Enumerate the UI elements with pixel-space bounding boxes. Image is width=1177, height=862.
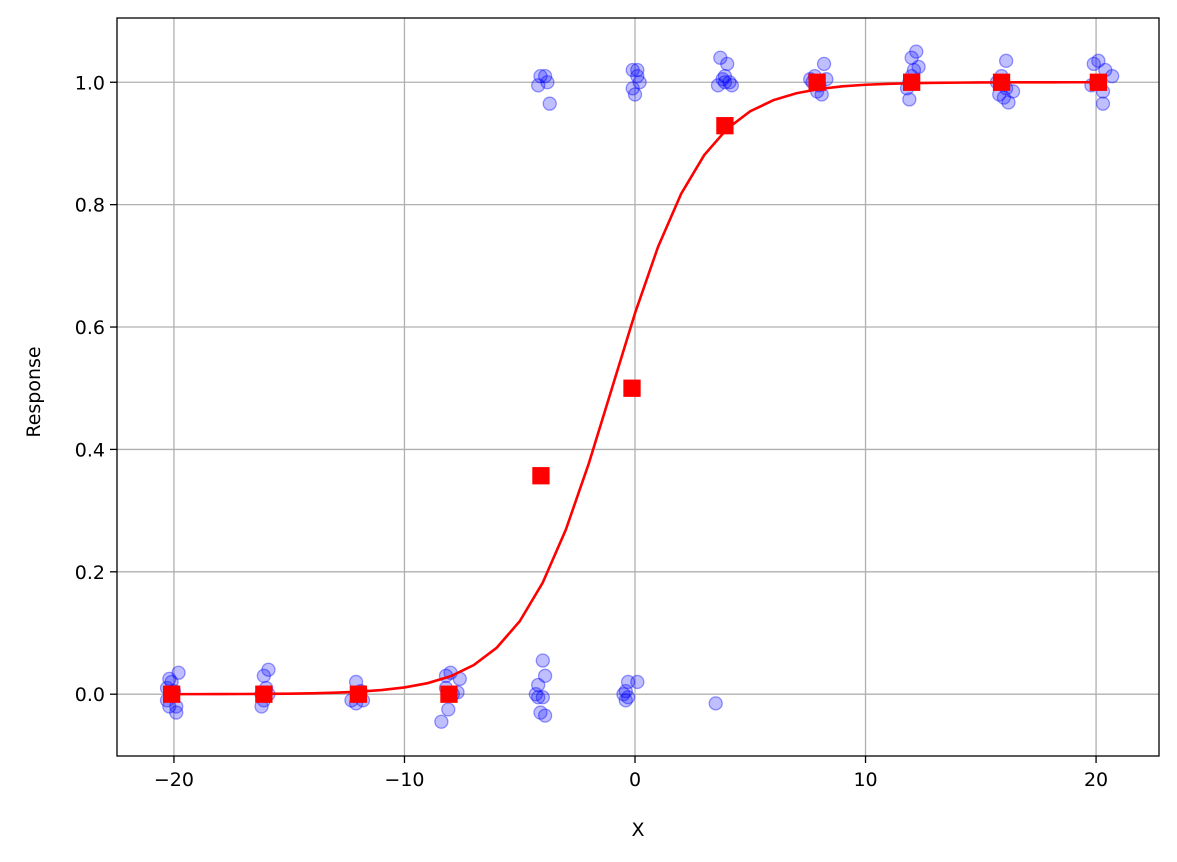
mean-marker: [623, 379, 641, 397]
x-tick-label: −20: [154, 769, 194, 791]
data-point: [535, 690, 550, 705]
y-tick-label: 0.2: [75, 562, 105, 584]
data-point: [169, 705, 184, 720]
mean-marker: [902, 73, 921, 91]
data-point: [620, 690, 636, 705]
data-point: [434, 714, 449, 729]
x-tick-label: 10: [853, 769, 877, 791]
mean-marker: [808, 73, 826, 91]
data-point: [535, 653, 550, 668]
data-point: [533, 705, 548, 720]
data-point: [531, 677, 546, 693]
data-point: [533, 68, 548, 84]
data-point: [531, 690, 546, 705]
mean-marker: [992, 73, 1011, 91]
data-point: [713, 50, 728, 65]
data-point: [1095, 96, 1111, 111]
data-point: [816, 56, 832, 72]
data-point: [1091, 53, 1106, 68]
data-point: [708, 696, 723, 711]
data-point: [722, 75, 737, 90]
y-axis-label: Response: [23, 346, 45, 437]
data-point: [999, 53, 1014, 68]
data-point: [256, 668, 271, 683]
y-tick-label: 0.4: [75, 439, 105, 461]
plot-frame: [116, 17, 1160, 757]
data-point: [531, 78, 546, 93]
data-point: [261, 662, 276, 677]
mean-marker: [162, 685, 181, 703]
x-tick-label: 0: [629, 769, 641, 791]
data-point: [171, 665, 186, 680]
data-point: [537, 68, 553, 84]
y-tick-label: 1.0: [75, 72, 105, 94]
data-point: [1001, 95, 1016, 110]
data-point: [724, 78, 739, 93]
data-point: [710, 78, 726, 93]
y-tick-label: 0.8: [75, 195, 105, 217]
data-point: [441, 702, 456, 717]
y-tick-label: 0.0: [75, 684, 105, 706]
data-point: [717, 68, 733, 84]
fit-curve: [173, 80, 1097, 696]
data-point: [630, 68, 645, 84]
data-point: [715, 72, 730, 87]
data-point: [616, 687, 631, 702]
data-point: [627, 87, 643, 102]
mean-marker: [1089, 73, 1108, 91]
y-tick-label: 0.6: [75, 317, 105, 339]
data-point: [620, 674, 636, 690]
data-point: [911, 59, 926, 75]
x-axis-label: X: [631, 819, 644, 841]
data-point: [618, 683, 633, 699]
mean-marker: [716, 117, 734, 135]
data-point: [528, 687, 544, 702]
data-point: [902, 92, 917, 107]
x-tick-label: −10: [384, 769, 424, 791]
data-point: [618, 693, 633, 708]
data-point: [1086, 56, 1101, 72]
mean-marker: [255, 685, 273, 703]
data-point: [625, 62, 640, 78]
data-point: [537, 668, 553, 683]
data-point: [542, 96, 557, 111]
data-point: [717, 75, 733, 90]
x-tick-label: 20: [1084, 769, 1108, 791]
data-point: [625, 81, 640, 96]
data-point: [630, 674, 645, 690]
data-point: [630, 62, 645, 78]
mean-marker: [349, 685, 368, 703]
data-point: [904, 50, 919, 65]
data-point: [720, 56, 735, 72]
data-point: [162, 671, 177, 687]
mean-marker: [532, 467, 550, 485]
data-point: [537, 708, 553, 723]
data-point: [632, 75, 647, 90]
mean-marker: [440, 685, 458, 703]
data-point: [996, 90, 1012, 105]
data-point: [540, 75, 555, 90]
data-point: [909, 44, 924, 59]
